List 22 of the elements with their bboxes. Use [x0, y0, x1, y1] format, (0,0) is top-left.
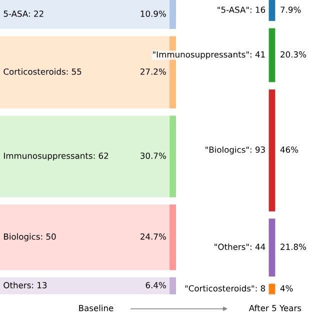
text: After 5 Years — [248, 304, 302, 312]
category-label: 5-ASA: 22 — [4, 10, 44, 17]
data-label: 27.2% — [140, 68, 166, 75]
category-label: "5-ASA": 16 — [218, 6, 266, 13]
data-label: 20.3% — [280, 51, 306, 58]
data-label: 46% — [280, 146, 298, 153]
category-label: "Others": 44 — [214, 244, 266, 250]
category-label: "Corticosteroids": 8 — [185, 285, 266, 292]
data-label: 24.7% — [140, 233, 166, 240]
data-label: 6.4% — [146, 282, 166, 288]
data-label: 7.9% — [280, 6, 301, 13]
data-label: 30.7% — [140, 152, 166, 159]
category-label: "Biologics": 93 — [206, 146, 265, 154]
category-label: Others: 13 — [4, 282, 47, 288]
data-label: 21.8% — [280, 244, 306, 250]
category-label: Immunosuppressants: 62 — [4, 152, 108, 161]
category-label: Biologics: 50 — [4, 233, 56, 242]
data-label: 10.9% — [140, 10, 166, 17]
data-label: 4% — [280, 285, 293, 292]
category-label: "Immunosuppressants": 41 — [153, 51, 265, 60]
series-label: Baseline — [79, 304, 114, 312]
category-label: Corticosteroids: 55 — [4, 68, 82, 75]
